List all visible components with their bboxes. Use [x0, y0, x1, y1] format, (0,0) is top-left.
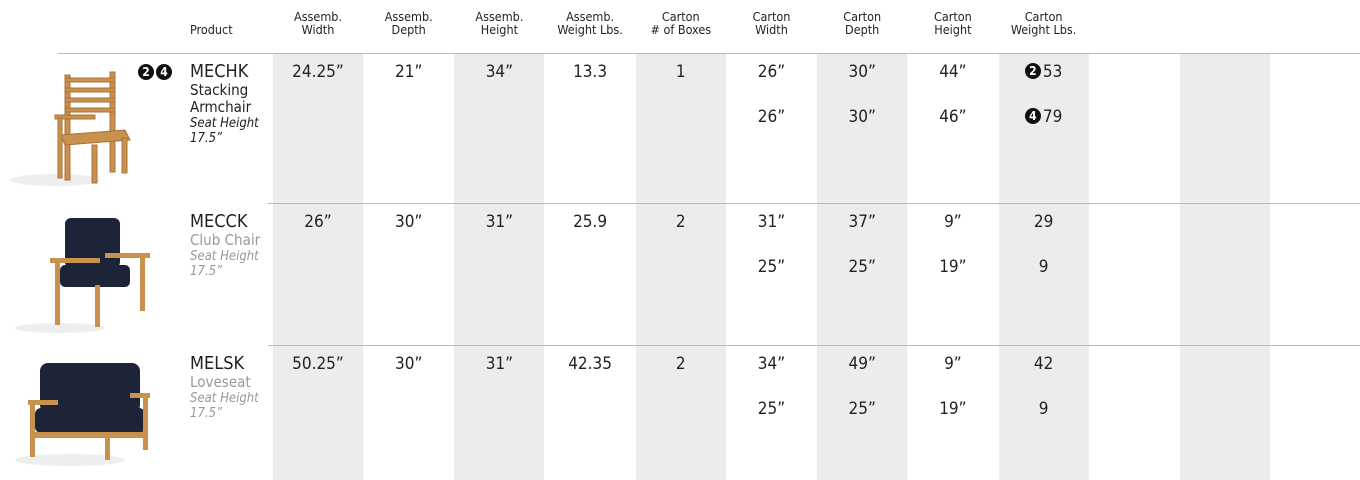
cell-value: 9	[1038, 399, 1049, 419]
product: MECHK Stacking Armchair Seat Height 17.5”	[190, 61, 270, 146]
column-header: Assemb. Weight Lbs.	[545, 10, 635, 36]
cell-value: 4 79	[999, 107, 1089, 127]
cell-value: 30”	[848, 107, 876, 127]
cell-value: 25.9	[573, 212, 608, 232]
column-header: Carton # of Boxes	[636, 10, 726, 36]
cell-value: 2 53	[999, 62, 1089, 82]
row-rule	[268, 345, 1360, 346]
column-header: Carton Weight Lbs.	[999, 10, 1089, 36]
cell-value: 19”	[939, 257, 967, 277]
cell-value: 2	[675, 354, 686, 374]
cell-value: 30”	[848, 62, 876, 82]
header-line: Carton	[752, 9, 791, 24]
column-header: Assemb. Height	[454, 10, 544, 36]
row-rule	[268, 203, 1360, 204]
cell-value: 37”	[848, 212, 876, 232]
header-line: Depth	[391, 22, 426, 37]
header-line: Carton	[1024, 9, 1063, 24]
cell-value: 26”	[757, 107, 786, 127]
seat-height: Seat Height 17.5”	[190, 249, 259, 279]
cell-value: 25”	[757, 257, 786, 277]
product: MECCK Club Chair Seat Height 17.5”	[190, 211, 270, 279]
product-code: MECHK	[190, 61, 249, 82]
cell-value: 34”	[485, 62, 514, 82]
product-name: Loveseat	[190, 373, 251, 391]
cell-value: 34”	[757, 354, 786, 374]
header-line: Carton	[934, 9, 972, 24]
cell-value: 29	[1033, 212, 1054, 232]
column-stripe	[635, 53, 726, 480]
header-line: # of Boxes	[650, 22, 712, 37]
cell-value: 19”	[939, 399, 967, 419]
cell-value: 13.3	[573, 62, 608, 82]
header-line: Height	[934, 22, 972, 37]
value-text: 79	[1042, 107, 1063, 127]
cell-value: 46”	[939, 107, 967, 127]
column-header: Carton Width	[727, 10, 817, 36]
cell-value: 31”	[485, 354, 514, 374]
column-header: Product	[190, 23, 280, 36]
cell-value: 9”	[944, 212, 962, 232]
header-line: Assemb.	[384, 9, 433, 24]
column-header: Carton Height	[908, 10, 998, 36]
cell-value: 25”	[757, 399, 786, 419]
cell-value: 2	[675, 212, 686, 232]
cell-value: 49”	[848, 354, 876, 374]
header-line: Depth	[845, 22, 880, 37]
header-line: Assemb.	[475, 9, 524, 24]
badge: 4	[156, 64, 172, 80]
column-header: Assemb. Depth	[364, 10, 454, 36]
header-line: Product	[190, 22, 233, 37]
column-stripe	[454, 53, 545, 480]
seat-height: Seat Height 17.5”	[190, 116, 259, 146]
cell-value: 50.25”	[292, 354, 344, 374]
cell-value: 26”	[304, 212, 332, 232]
cell-value: 21”	[394, 62, 423, 82]
header-line: Carton	[843, 9, 882, 24]
header-line: Carton	[661, 9, 700, 24]
product-code: MELSK	[190, 353, 245, 374]
product-name: Stacking Armchair	[190, 81, 252, 116]
product: MELSK Loveseat Seat Height 17.5”	[190, 353, 270, 421]
cell-value: 30”	[394, 212, 423, 232]
column-header: Assemb. Width	[273, 10, 363, 36]
cell-value: 9”	[944, 354, 962, 374]
badge: 2	[1024, 63, 1041, 79]
cell-value: 31”	[757, 212, 786, 232]
product-code: MECCK	[190, 211, 248, 232]
badge: 2	[138, 64, 154, 80]
seat-height: Seat Height 17.5”	[190, 391, 259, 421]
header-line: Weight Lbs.	[1010, 22, 1077, 37]
cell-value: 44”	[939, 62, 967, 82]
cell-value: 31”	[485, 212, 514, 232]
product-name: Club Chair	[190, 231, 261, 249]
column-stripe	[817, 53, 908, 480]
cell-value: 24.25”	[292, 62, 344, 82]
header-line: Height	[480, 22, 518, 37]
product-images	[10, 71, 150, 466]
cell-value: 42	[1033, 354, 1054, 374]
header-line: Width	[301, 22, 335, 37]
column-stripe	[273, 53, 363, 480]
cell-value: 1	[675, 62, 686, 82]
cell-value: 42.35	[568, 354, 612, 374]
cell-value: 25”	[848, 257, 876, 277]
column-stripe	[1180, 53, 1270, 480]
column-stripe	[998, 53, 1089, 480]
header-line: Assemb.	[294, 9, 342, 24]
header-rule	[58, 53, 1360, 54]
header-line: Width	[755, 22, 788, 37]
cell-value: 25”	[848, 399, 876, 419]
value-text: 53	[1042, 62, 1063, 82]
cell-value: 9	[1038, 257, 1049, 277]
badge: 4	[1024, 108, 1041, 124]
column-header: Carton Depth	[817, 10, 907, 36]
header-line: Weight Lbs.	[557, 22, 623, 37]
cell-value: 30”	[394, 354, 423, 374]
header-line: Assemb.	[566, 9, 615, 24]
cell-value: 26”	[757, 62, 786, 82]
